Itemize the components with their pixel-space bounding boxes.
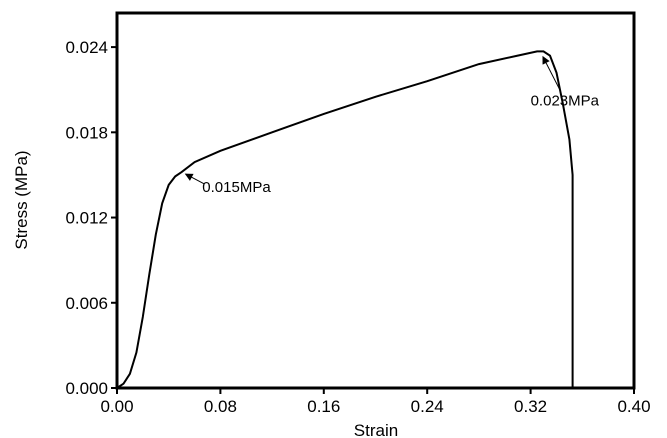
y-tick-label: 0.006	[65, 294, 108, 313]
stress-strain-curve	[116, 50, 574, 389]
annotation-arrow	[184, 173, 205, 185]
y-tick-label: 0.012	[65, 209, 108, 228]
y-tick-label: 0.024	[65, 38, 108, 57]
x-tick-label: 0.32	[514, 397, 547, 416]
annotation-arrow	[542, 55, 562, 92]
x-axis-title: Strain	[354, 421, 398, 438]
y-axis: 0.000 0.006 0.012 0.018 0.024	[65, 38, 117, 398]
x-axis: 0.00 0.08 0.16 0.24 0.32 0.40	[100, 388, 651, 416]
x-tick-label: 0.40	[617, 397, 650, 416]
y-tick-label: 0.018	[65, 123, 108, 142]
annotations: 0.015MPa 0.023MPa	[184, 55, 600, 196]
annotation-label: 0.015MPa	[202, 179, 271, 196]
x-tick-label: 0.24	[411, 397, 444, 416]
x-tick-label: 0.08	[204, 397, 237, 416]
y-tick-label: 0.000	[65, 379, 108, 398]
x-tick-label: 0.00	[100, 397, 133, 416]
annotation-label: 0.023MPa	[531, 92, 600, 109]
plot-frame	[115, 11, 636, 390]
y-axis-title: Stress (MPa)	[12, 150, 31, 249]
x-tick-label: 0.16	[307, 397, 340, 416]
